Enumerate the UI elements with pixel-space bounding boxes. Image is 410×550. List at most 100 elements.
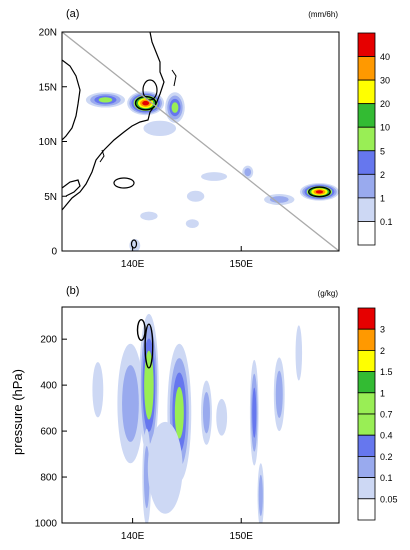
island (113, 177, 135, 189)
colorbar-swatch (357, 56, 376, 81)
panel-b-frame (61, 306, 340, 524)
colorbar-level: 1.5 (380, 367, 393, 377)
mixing-ratio-contour (174, 386, 184, 439)
mixing-ratio-contour (92, 362, 104, 418)
precip-contour (171, 102, 179, 113)
panel-b-plot-area (62, 307, 339, 523)
colorbar-level: 2 (380, 346, 385, 356)
colorbar-level: 0.4 (380, 431, 393, 441)
x-tick-label: 140E (121, 531, 145, 542)
coastline-west (62, 59, 81, 141)
cross-section-line (62, 32, 339, 251)
colorbar-level: 40 (380, 52, 390, 62)
panel-b-ylabel: pressure (hPa) (10, 369, 25, 455)
colorbar-swatch (357, 307, 376, 330)
panel-b-colorbar: 3 2 1.5 1 0.7 0.4 0.2 0.1 0.05 (357, 307, 398, 521)
y-tick-label: 10N (39, 137, 57, 148)
colorbar-level: 2 (380, 170, 385, 180)
colorbar-swatch (357, 32, 376, 57)
panel-a: 140E 150E 0 5N 10N 15N 20N (a) (mm/6h) 40 30 20 1… (39, 8, 393, 270)
mixing-ratio-contour (258, 474, 263, 517)
colorbar-swatch (357, 392, 376, 415)
mixing-ratio-contour (295, 325, 303, 381)
colorbar-level: 5 (380, 146, 385, 156)
mixing-ratio-contour-outline (144, 323, 154, 369)
precip-field (85, 91, 339, 251)
x-tick-label: 150E (230, 531, 254, 542)
y-tick-label: 20N (39, 28, 57, 39)
precip-contour (186, 190, 205, 202)
y-tick-label: 0 (51, 247, 57, 258)
x-tick-label: 150E (230, 259, 254, 270)
y-tick-label: 200 (40, 335, 57, 346)
colorbar-level: 20 (380, 99, 390, 109)
colorbar-swatch (357, 221, 376, 246)
island (130, 239, 138, 249)
x-tick-label: 140E (121, 259, 145, 270)
panel-a-axes: 140E 150E 0 5N 10N 15N 20N (39, 28, 254, 271)
coast-fragment (99, 149, 105, 163)
colorbar-swatch (357, 413, 376, 436)
colorbar-level: 30 (380, 76, 390, 86)
mixing-ratio-contour-outline (136, 318, 146, 342)
precip-contour (143, 120, 177, 137)
colorbar-swatch (357, 328, 376, 351)
colorbar-level: 0.1 (380, 217, 393, 227)
precip-contour (201, 172, 228, 181)
mixing-ratio-contour (275, 370, 283, 418)
panel-b: 140E 150E 200 400 600 800 1000 (b) (g/kg) pres… (10, 285, 398, 542)
colorbar-swatch (357, 371, 376, 394)
mixing-ratio-contour (145, 363, 152, 408)
mixing-ratio-contour (147, 421, 183, 514)
colorbar-level: 0.1 (380, 473, 393, 483)
panel-a-label: (a) (66, 8, 79, 20)
colorbar-level: 0.2 (380, 452, 393, 462)
precip-contour (140, 211, 158, 221)
mixing-ratio-contour (252, 387, 257, 438)
y-tick-label: 800 (40, 473, 57, 484)
precip-contour (98, 97, 113, 103)
colorbar-swatch (357, 79, 376, 105)
mixing-ratio-contour (202, 392, 210, 434)
mixing-ratio-field (92, 313, 303, 523)
panel-b-axes: 140E 150E 200 400 600 800 1000 (35, 335, 253, 542)
colorbar-level: 10 (380, 123, 390, 133)
y-tick-label: 15N (39, 82, 57, 93)
colorbar-level: 3 (380, 325, 385, 335)
precip-contour (185, 219, 199, 229)
colorbar-level: 1 (380, 193, 385, 203)
mixing-ratio-contour (216, 398, 228, 436)
panel-b-label: (b) (66, 285, 79, 297)
y-tick-label: 1000 (35, 519, 58, 530)
colorbar-swatch (357, 434, 376, 457)
colorbar-swatch (357, 498, 376, 521)
y-tick-label: 600 (40, 427, 57, 438)
colorbar-swatch (357, 477, 376, 500)
colorbar-swatch (357, 103, 376, 128)
coastline (62, 32, 165, 211)
precip-contour (129, 238, 141, 251)
panel-a-units: (mm/6h) (308, 10, 338, 19)
colorbar-level: 0.05 (380, 494, 398, 504)
precip-contour (244, 168, 252, 177)
colorbar-swatch (357, 197, 376, 222)
y-tick-label: 400 (40, 381, 57, 392)
panel-a-colorbar: 40 30 20 10 5 2 1 0.1 (357, 32, 393, 246)
colorbar-swatch (357, 455, 376, 478)
precip-contour (142, 100, 150, 106)
colorbar-swatch (357, 150, 376, 175)
colorbar-swatch (357, 173, 376, 199)
colorbar-swatch (357, 126, 376, 152)
precip-contour-outline (307, 186, 331, 198)
island (142, 79, 158, 101)
mixing-ratio-contour (122, 365, 139, 442)
panel-b-units: (g/kg) (318, 289, 339, 298)
coastline-west-2 (62, 179, 81, 197)
coast-fragment (171, 69, 177, 87)
colorbar-level: 0.7 (380, 410, 393, 420)
precip-contour (269, 196, 289, 203)
y-tick-label: 5N (44, 192, 57, 203)
colorbar-level: 1 (380, 388, 385, 398)
colorbar-swatch (357, 349, 376, 372)
